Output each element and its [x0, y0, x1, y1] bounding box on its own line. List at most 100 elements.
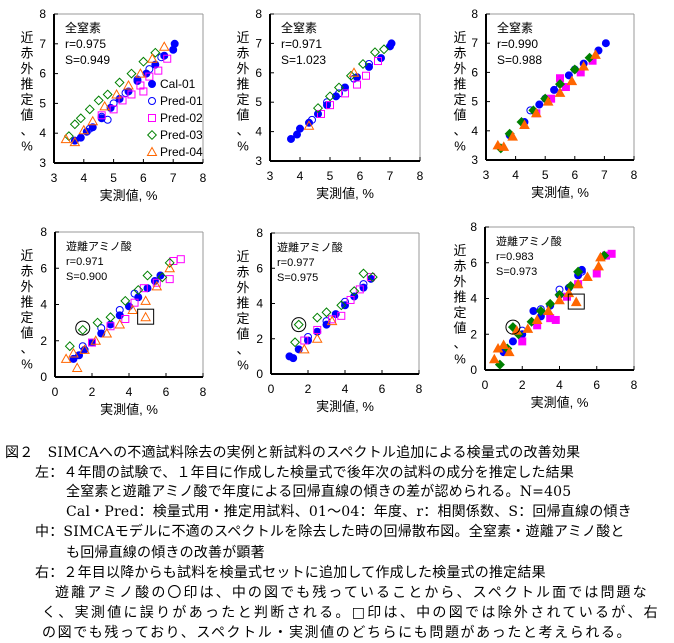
data-point-pred-03: [333, 82, 345, 93]
data-point-pred-04: [531, 314, 543, 324]
data-point-pred-04: [522, 323, 534, 333]
stats-r-label: r=0.977: [277, 257, 315, 269]
data-point-pred-02: [136, 81, 145, 90]
data-point-pred-04: [554, 87, 566, 97]
legend-marker-pred-04: [146, 146, 158, 156]
data-point-pred-03: [367, 272, 378, 283]
data-point-pred-03: [75, 113, 86, 124]
y-axis-label: 近赤外推定値、%: [453, 243, 466, 367]
x-axis-label: 実測値, %: [531, 395, 589, 410]
data-point-pred-03: [357, 58, 369, 69]
data-point-pred-03: [69, 119, 80, 130]
data-point-pred-03: [535, 306, 546, 317]
y-tick-label: 4: [256, 297, 263, 311]
y-axis-label-char: 外: [236, 61, 249, 76]
data-point-pred-01: [308, 115, 316, 124]
data-point-pred-04: [146, 53, 158, 63]
data-point-pred-01: [115, 305, 124, 314]
data-point-pred-02: [109, 105, 118, 114]
data-point-pred-03: [569, 64, 580, 75]
data-point-pred-02: [97, 111, 106, 120]
x-tick-label: 6: [163, 385, 170, 399]
y-axis-label-char: %: [21, 357, 33, 372]
data-point-cal-01: [535, 100, 544, 109]
data-point-cal-01: [564, 71, 573, 80]
data-point-pred-04: [90, 335, 102, 345]
legend-label-pred-02: Pred-02: [160, 111, 203, 125]
y-axis-label-char: 定: [20, 92, 33, 107]
data-point-pred-01: [103, 115, 112, 124]
data-point-pred-02: [121, 315, 130, 323]
data-point-pred-04: [595, 251, 606, 262]
data-point-pred-04: [530, 107, 542, 118]
scatter-panel-right-bottom: 0 2 4 6 8 0 2 4 6 8 実測値, % 近赤外推定値、% 遊離アミノ酸 r=0.983 S=0…: [453, 220, 637, 410]
caption-right-3: く、実測値に誤りがあったと判断される。□印は、中の図では除外されているが、右: [42, 605, 660, 621]
y-axis-label-char: 定: [453, 305, 466, 320]
data-point-pred-04: [68, 347, 79, 358]
data-point-pred-02: [139, 87, 148, 96]
data-point-cal-01: [387, 39, 396, 48]
caption-center-2: も回帰直線の傾きの改善が顕著: [66, 545, 265, 561]
y-tick-label: 4: [40, 298, 47, 312]
y-axis-label-char: 外: [236, 280, 249, 295]
data-point-cal-01: [296, 124, 304, 133]
y-axis-label-char: 赤: [20, 264, 33, 279]
data-point-pred-02: [88, 338, 96, 347]
data-point-pred-03: [345, 70, 357, 81]
stats-s-label: S=0.900: [66, 271, 107, 283]
data-point-pred-03: [142, 270, 153, 281]
y-axis-label-char: 、: [236, 342, 249, 357]
y-axis-label-char: 値: [236, 327, 249, 342]
data-point-pred-02: [551, 315, 560, 324]
x-tick-label: 7: [601, 168, 608, 182]
y-tick-label: 7: [39, 37, 46, 51]
y-axis-label-char: 赤: [453, 259, 466, 274]
stats-s-label: S=0.975: [277, 272, 318, 284]
data-point-pred-04: [60, 133, 72, 144]
stats-title: 遊離アミノ酸: [66, 239, 132, 253]
stats-title: 全窒素: [65, 20, 101, 35]
data-point-pred-04: [78, 124, 90, 135]
x-tick-label: 0: [52, 385, 59, 399]
y-axis-label-char: %: [237, 358, 249, 373]
y-tick-label: 3: [39, 156, 46, 170]
y-axis-label-char: %: [21, 139, 33, 154]
stats-title: 遊離アミノ酸: [277, 240, 343, 254]
x-tick-label: 0: [482, 378, 489, 392]
data-point-pred-04: [348, 67, 360, 77]
y-axis-label-char: 値: [453, 108, 466, 123]
x-tick-label: 8: [200, 385, 207, 399]
y-tick-label: 6: [39, 67, 46, 81]
data-point-pred-04: [563, 287, 575, 298]
data-point-pred-03: [150, 47, 161, 58]
x-tick-label: 5: [542, 168, 549, 182]
data-point-pred-04: [542, 96, 554, 106]
x-tick-label: 5: [327, 169, 334, 183]
data-point-pred-04: [578, 61, 590, 71]
y-tick-label: 8: [255, 7, 262, 21]
data-point-pred-04: [164, 262, 176, 273]
y-tick-label: 4: [255, 125, 262, 139]
data-point-pred-04: [582, 271, 593, 282]
data-point-pred-03: [64, 341, 75, 352]
data-point-pred-04: [135, 68, 146, 78]
y-axis-label-char: %: [454, 139, 466, 154]
y-axis-label-char: 赤: [236, 265, 249, 280]
x-tick-label: 3: [483, 168, 490, 182]
y-axis-label-char: 、: [236, 123, 249, 138]
y-axis-label-char: 推: [236, 296, 249, 311]
data-point-pred-03: [321, 307, 332, 318]
data-point-pred-03: [369, 47, 381, 58]
data-point-pred-04: [590, 49, 601, 59]
y-tick-label: 4: [39, 126, 46, 140]
data-point-pred-01: [133, 75, 142, 84]
x-tick-label: 6: [379, 382, 386, 396]
y-axis-label-char: 推: [453, 290, 466, 305]
x-tick-label: 4: [297, 169, 304, 183]
data-point-pred-03: [105, 312, 116, 323]
data-point-pred-04: [554, 294, 565, 305]
stats-title: 全窒素: [281, 20, 317, 35]
data-point-cal-01: [170, 39, 179, 48]
data-point-pred-04: [69, 136, 81, 147]
y-axis-label-char: 外: [453, 274, 466, 289]
